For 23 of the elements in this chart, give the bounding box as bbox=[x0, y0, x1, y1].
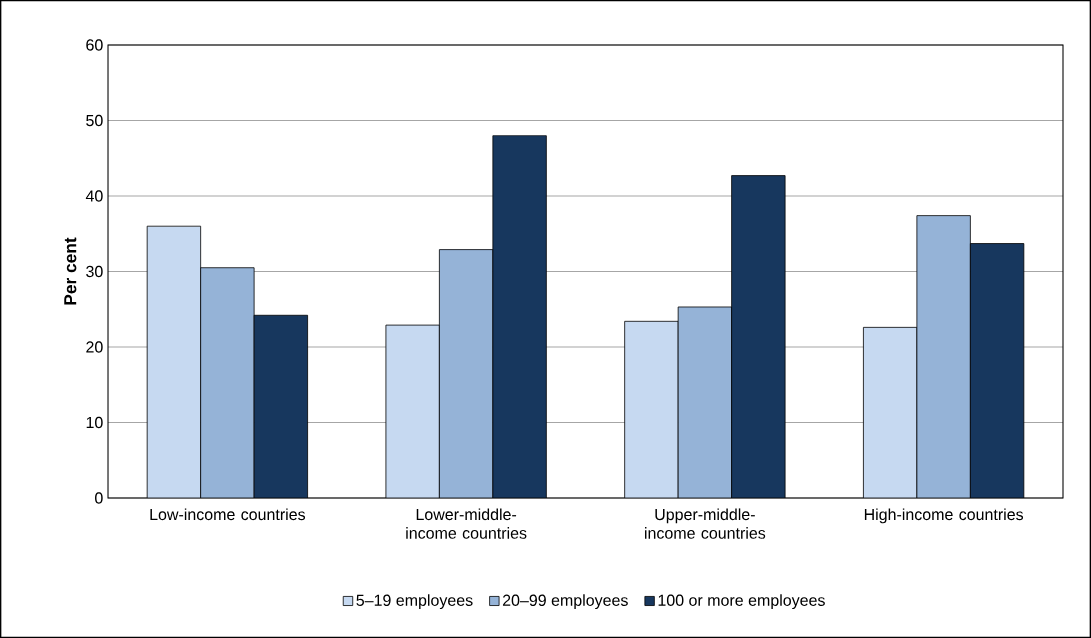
y-tick-label: 10 bbox=[86, 416, 103, 429]
bar bbox=[916, 215, 971, 498]
bar bbox=[438, 249, 494, 498]
bar bbox=[200, 267, 255, 498]
x-tick-label: Upper-middle-income countries bbox=[645, 508, 766, 539]
y-tick-label: 20 bbox=[86, 341, 103, 353]
y-tick-label: 0 bbox=[95, 492, 103, 504]
y-tick-label: 40 bbox=[85, 190, 103, 202]
bar bbox=[863, 326, 918, 498]
bar bbox=[385, 324, 440, 498]
x-tick-label: Low-income countries bbox=[150, 508, 306, 521]
y-tick-label: 30 bbox=[86, 265, 103, 278]
y-axis-title: Per cent bbox=[64, 237, 77, 305]
x-tick-label: High-income countries bbox=[864, 508, 1024, 524]
y-tick-label: 50 bbox=[86, 114, 103, 127]
x-tick-label: Lower-middle-income countries bbox=[406, 508, 527, 539]
y-tick-label: 60 bbox=[86, 39, 103, 51]
legend-label: 100 or more employees bbox=[658, 594, 825, 610]
bar bbox=[624, 320, 679, 498]
bar bbox=[677, 306, 733, 498]
legend-label: 20–99 employees bbox=[502, 594, 628, 610]
bar bbox=[146, 225, 202, 498]
legend-label: 5–19 employees bbox=[356, 594, 473, 610]
